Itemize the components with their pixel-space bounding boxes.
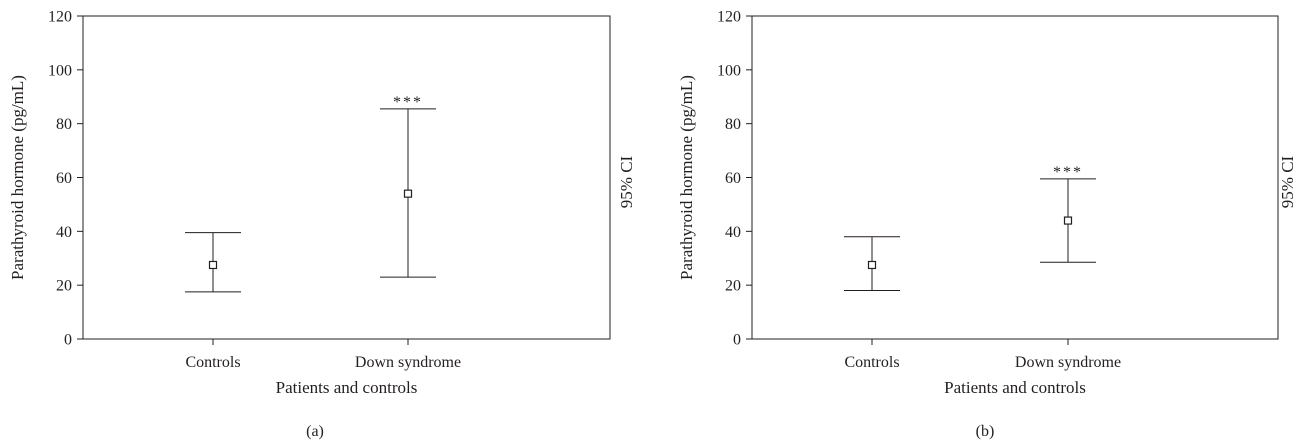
right-axis-label: 95% CI xyxy=(1278,155,1297,208)
plot-frame xyxy=(751,15,1279,340)
y-tick-label: 100 xyxy=(48,62,72,79)
y-tick-label: 0 xyxy=(64,332,72,349)
x-tick-label: Controls xyxy=(185,354,240,371)
y-tick-label: 60 xyxy=(725,170,741,187)
right-axis-label: 95% CI xyxy=(617,155,636,208)
y-tick-label: 100 xyxy=(717,62,741,79)
x-tick-label: Down syndrome xyxy=(1015,354,1121,371)
y-tick-label: 80 xyxy=(725,116,741,133)
y-tick-label: 80 xyxy=(56,116,72,133)
y-axis-label: Parathyroid hormone (pg/mL) xyxy=(8,75,27,280)
y-tick-label: 40 xyxy=(56,224,72,241)
y-axis-label: Parathyroid hormone (pg/mL) xyxy=(677,75,696,280)
mean-marker xyxy=(867,260,877,270)
mean-marker xyxy=(403,189,413,198)
y-tick-label: 60 xyxy=(56,170,72,187)
y-tick-label: 20 xyxy=(725,278,741,295)
x-axis-label: Patients and controls xyxy=(276,378,418,397)
y-tick-label: 0 xyxy=(733,332,741,349)
panel-label: (a) xyxy=(306,423,324,440)
y-tick-label: 120 xyxy=(717,9,741,26)
significance-label: *** xyxy=(1053,164,1083,181)
significance-label: *** xyxy=(393,94,423,111)
plot-frame xyxy=(82,15,611,340)
y-tick-label: 120 xyxy=(48,9,72,26)
x-axis-label: Patients and controls xyxy=(944,378,1086,397)
x-tick-label: Down syndrome xyxy=(355,354,461,371)
y-tick-label: 40 xyxy=(725,224,741,241)
panel-label: (b) xyxy=(976,423,995,440)
mean-marker xyxy=(208,260,218,270)
y-tick-label: 20 xyxy=(56,278,72,295)
x-tick-label: Controls xyxy=(844,354,899,371)
mean-marker xyxy=(1063,216,1073,225)
